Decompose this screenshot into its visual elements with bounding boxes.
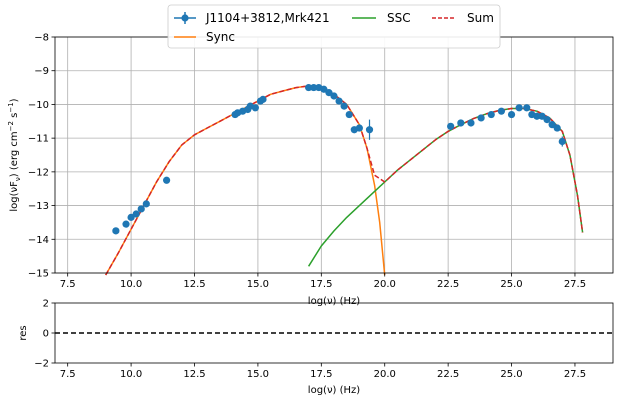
- main-y-tick-label: −14: [28, 235, 49, 246]
- data-point: [320, 85, 328, 93]
- main-gridlines: [55, 36, 613, 274]
- residual-x-tick-label: 12.5: [183, 369, 205, 380]
- data-point: [558, 137, 566, 146]
- main-x-tick-label: 20.0: [374, 279, 396, 290]
- residual-panel: 7.5 10.0 12.5 15.0 17.5 20.0 22.5 25.0 27.5 −2 0 2…: [18, 299, 614, 396]
- residual-x-tick-label: 7.5: [60, 369, 76, 380]
- data-point: [497, 107, 505, 115]
- sed-panel: 7.5 10.0 12.5 15.0 17.5 20.0 22.5 25.0 27.5 −15−…: [7, 33, 614, 307]
- main-y-tick-label: −15: [28, 269, 49, 280]
- data-point: [330, 92, 338, 100]
- data-point: [507, 110, 516, 119]
- data-point: [122, 220, 130, 228]
- legend-entry-data: J1104+3812,Mrk421: [174, 11, 330, 25]
- data-point: [447, 122, 455, 130]
- residual-x-tick-label: 17.5: [310, 369, 332, 380]
- data-point: [259, 95, 267, 103]
- main-y-tick-label: −13: [28, 201, 49, 212]
- main-series-layer: [105, 83, 584, 276]
- main-y-tick-label: −9: [34, 66, 49, 77]
- residual-x-tick-label: 10.0: [120, 369, 142, 380]
- ylabel-part-base: log(νF: [9, 181, 20, 212]
- data-point: [548, 121, 556, 129]
- main-x-tick-label: 22.5: [437, 279, 459, 290]
- main-y-tick-label: −11: [28, 134, 49, 145]
- legend-label-ssc: SSC: [387, 11, 411, 25]
- residual-y-tick-label: 0: [43, 329, 49, 340]
- main-x-tick-label: 17.5: [310, 279, 332, 290]
- main-y-ticks: −15 −14 −13 −12 −11 −10 −9 −8: [28, 33, 55, 280]
- data-point: [142, 200, 150, 208]
- main-x-tick-label: 15.0: [247, 279, 269, 290]
- main-x-tick-label: 10.0: [120, 279, 142, 290]
- data-point: [477, 114, 485, 122]
- data-point: [515, 104, 523, 112]
- data-point: [251, 104, 259, 112]
- residual-x-tick-label: 25.0: [500, 369, 522, 380]
- main-y-tick-label: −12: [28, 167, 49, 178]
- legend-box: [167, 4, 501, 49]
- ylabel-part-s: s: [9, 113, 20, 121]
- legend-entry-sum: Sum: [432, 11, 494, 25]
- data-point: [543, 116, 551, 124]
- data-point: [533, 112, 541, 120]
- residual-x-tick-label: 27.5: [564, 369, 586, 380]
- ylabel-part-exp1: −2: [7, 121, 15, 131]
- data-point: [538, 112, 546, 120]
- residual-x-tick-label: 22.5: [437, 369, 459, 380]
- data-point: [163, 176, 171, 184]
- data-point: [132, 210, 140, 218]
- residual-y-tick-label: −2: [34, 359, 49, 370]
- ylabel-part-close: ): [9, 98, 20, 102]
- legend-entry-ssc: SSC: [352, 11, 411, 25]
- series-line-sync: [105, 85, 386, 276]
- main-y-axis-label: log(νFν) (erg cm−2 s−1): [7, 98, 22, 211]
- legend-label-sum: Sum: [467, 11, 494, 25]
- main-x-tick-label: 25.0: [500, 279, 522, 290]
- data-point: [355, 124, 363, 132]
- residual-y-tick-label: 2: [43, 299, 49, 310]
- data-point: [340, 102, 348, 110]
- data-point: [523, 104, 531, 112]
- main-x-tick-label: 12.5: [183, 279, 205, 290]
- data-point: [310, 83, 318, 92]
- main-x-ticks: 7.5 10.0 12.5 15.0 17.5 20.0 22.5 25.0 27.5: [60, 273, 586, 290]
- data-point: [305, 83, 313, 92]
- data-point: [112, 227, 120, 235]
- legend-entry-sync: Sync: [174, 30, 235, 44]
- residual-x-ticks: 7.5 10.0 12.5 15.0 17.5 20.0 22.5 25.0 27.5: [60, 363, 586, 380]
- residual-x-tick-label: 15.0: [247, 369, 269, 380]
- data-point: [137, 205, 145, 213]
- main-y-tick-label: −8: [34, 33, 49, 44]
- data-point: [325, 89, 333, 97]
- data-point: [457, 119, 465, 127]
- residual-y-ticks: −2 0 2: [34, 299, 55, 370]
- legend-label-data: J1104+3812,Mrk421: [205, 11, 330, 25]
- main-x-tick-label: 7.5: [60, 279, 76, 290]
- residual-x-tick-label: 20.0: [374, 369, 396, 380]
- ylabel-part-units: ) (erg cm: [9, 131, 20, 177]
- residual-y-axis-label: res: [18, 325, 29, 340]
- data-point: [127, 213, 135, 221]
- ylabel-part-sub: ν: [14, 177, 22, 181]
- residual-x-axis-label: log(ν) (Hz): [308, 385, 360, 396]
- data-point: [553, 124, 561, 132]
- main-plot-frame: [54, 36, 614, 274]
- main-x-tick-label: 27.5: [564, 279, 586, 290]
- legend-label-sync: Sync: [206, 30, 235, 44]
- data-point: [335, 97, 343, 105]
- data-point: [345, 110, 353, 119]
- data-point: [365, 126, 374, 134]
- data-point: [467, 119, 475, 127]
- data-point: [487, 110, 495, 119]
- main-y-tick-label: −10: [28, 100, 49, 111]
- ylabel-part-exp2: −1: [7, 102, 15, 112]
- legend: J1104+3812,Mrk421 SSC Sum Sync: [167, 4, 501, 49]
- main-x-axis-label: log(ν) (Hz): [308, 296, 360, 307]
- legend-marker-icon: [181, 14, 189, 22]
